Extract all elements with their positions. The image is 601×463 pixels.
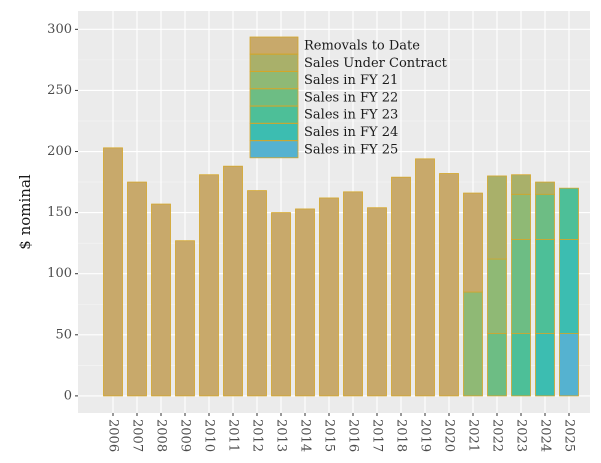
bar-segment	[487, 175, 507, 260]
x-tick-label: 2011	[226, 419, 241, 452]
x-tick-label: 2008	[154, 419, 169, 452]
x-tick-label: 2022	[490, 419, 505, 452]
legend-swatch	[249, 71, 299, 89]
bar-segment	[559, 187, 579, 240]
x-tick-label: 2021	[466, 419, 481, 452]
legend-swatch	[249, 36, 299, 55]
bar-segment	[343, 191, 363, 397]
y-tick-label: 50	[55, 327, 72, 342]
legend-swatch	[249, 140, 299, 159]
x-tick-label: 2018	[394, 419, 409, 452]
x-tick-label: 2019	[418, 419, 433, 452]
legend-label: Sales in FY 21	[304, 73, 398, 88]
bar-segment	[223, 165, 243, 397]
bar-segment	[511, 239, 531, 334]
bar-segment	[439, 173, 459, 397]
bar-segment	[415, 158, 435, 397]
bar-segment	[199, 174, 219, 397]
legend: Removals to Date Sales Under Contract Sale…	[249, 36, 448, 159]
bar-segment	[559, 333, 579, 397]
bar-segment	[367, 207, 387, 397]
x-tick-label: 2015	[322, 419, 337, 452]
x-tick-label: 2017	[370, 419, 385, 452]
bar-segment	[295, 208, 315, 397]
bar-segment	[535, 239, 555, 334]
legend-swatch	[249, 123, 299, 141]
x-tick-label: 2007	[130, 419, 145, 452]
bar-segment	[511, 193, 531, 240]
x-tick-label: 2025	[562, 419, 577, 452]
legend-swatch	[249, 53, 299, 72]
bar-segment	[391, 176, 411, 397]
bar-segment	[103, 147, 123, 397]
bar-segment	[463, 192, 483, 293]
bar-segment	[487, 258, 507, 334]
x-tick-label: 2023	[514, 419, 529, 452]
bar-segment	[535, 333, 555, 397]
bar-segment	[271, 212, 291, 397]
legend-label: Sales in FY 25	[304, 142, 398, 157]
legend-swatch	[249, 105, 299, 124]
bar-segment	[175, 240, 195, 397]
legend-label: Sales Under Contract	[304, 56, 448, 71]
y-tick-label: 250	[47, 83, 72, 98]
y-tick-label: 0	[64, 388, 72, 403]
x-tick-label: 2016	[346, 419, 361, 452]
bar-segment	[319, 197, 339, 397]
x-tick-label: 2009	[178, 419, 193, 452]
y-axis-label: $ nominal	[16, 174, 34, 250]
bar-segment	[511, 333, 531, 397]
bar-segment	[487, 333, 507, 397]
x-tick-label: 2020	[442, 419, 457, 452]
x-tick-label: 2012	[250, 419, 265, 452]
bar-segment	[535, 193, 555, 240]
legend-label: Removals to Date	[304, 39, 420, 54]
legend-label: Sales in FY 23	[304, 108, 398, 123]
bar-segment	[559, 239, 579, 334]
legend-swatch	[249, 88, 299, 107]
bar-segment	[463, 291, 483, 397]
bar-segment	[151, 203, 171, 397]
y-tick-label: 150	[47, 205, 72, 220]
x-tick-label: 2014	[298, 419, 313, 452]
bar-segment	[247, 190, 267, 397]
bar-segment	[535, 181, 555, 195]
y-tick-label: 100	[47, 266, 72, 281]
legend-label: Sales in FY 22	[304, 90, 398, 105]
x-tick-label: 2013	[274, 419, 289, 452]
x-tick-label: 2006	[106, 419, 121, 452]
legend-label: Sales in FY 24	[304, 125, 398, 140]
bars	[103, 147, 579, 397]
y-tick-label: 300	[47, 22, 72, 37]
bar-segment	[127, 181, 147, 397]
y-tick-label: 200	[47, 144, 72, 159]
x-tick-label: 2010	[202, 419, 217, 452]
bar-segment	[511, 174, 531, 195]
x-tick-label: 2024	[538, 419, 553, 452]
